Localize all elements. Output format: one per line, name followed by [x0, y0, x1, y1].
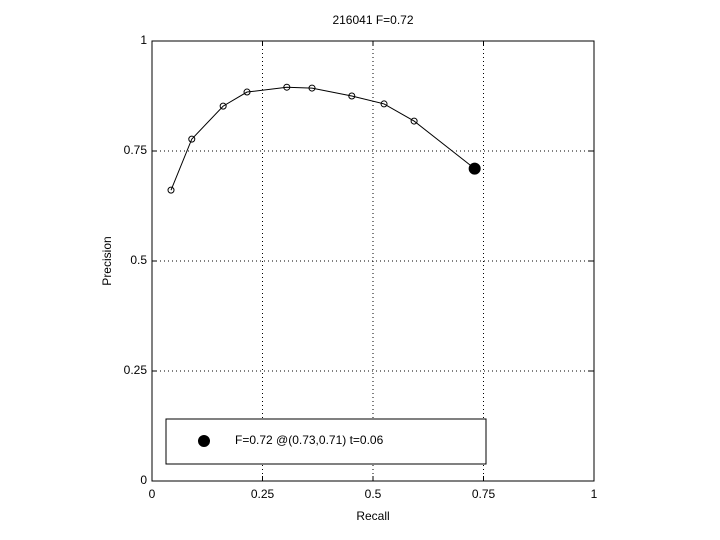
plot-frame — [151, 40, 595, 482]
highlight-point — [468, 162, 481, 175]
point — [219, 102, 227, 110]
x-tick-label: 0.5 — [365, 487, 382, 501]
y-tick-label: 0.75 — [124, 143, 148, 157]
y-tick-label: 1 — [140, 33, 147, 47]
y-tick-label: 0.25 — [124, 363, 148, 377]
point — [410, 117, 418, 125]
point — [243, 88, 251, 96]
x-axis-label: Recall — [356, 509, 389, 523]
x-tick-label: 0 — [149, 487, 156, 501]
chart-title: 216041 F=0.72 — [332, 13, 413, 27]
x-tick-label: 0.75 — [472, 487, 496, 501]
point — [348, 92, 356, 100]
legend-box — [165, 418, 487, 465]
point — [167, 186, 175, 194]
point — [283, 83, 291, 91]
legend-label: F=0.72 @(0.73,0.71) t=0.06 — [235, 433, 384, 447]
series-line — [170, 86, 475, 191]
x-tick-label: 0.25 — [251, 487, 275, 501]
y-tick-label: 0 — [140, 473, 147, 487]
y-axis-label: Precision — [100, 236, 114, 285]
point — [380, 100, 388, 108]
y-tick-label: 0.5 — [130, 253, 147, 267]
point — [188, 135, 196, 143]
point — [308, 84, 316, 92]
x-tick-label: 1 — [591, 487, 598, 501]
legend-marker — [198, 435, 210, 447]
